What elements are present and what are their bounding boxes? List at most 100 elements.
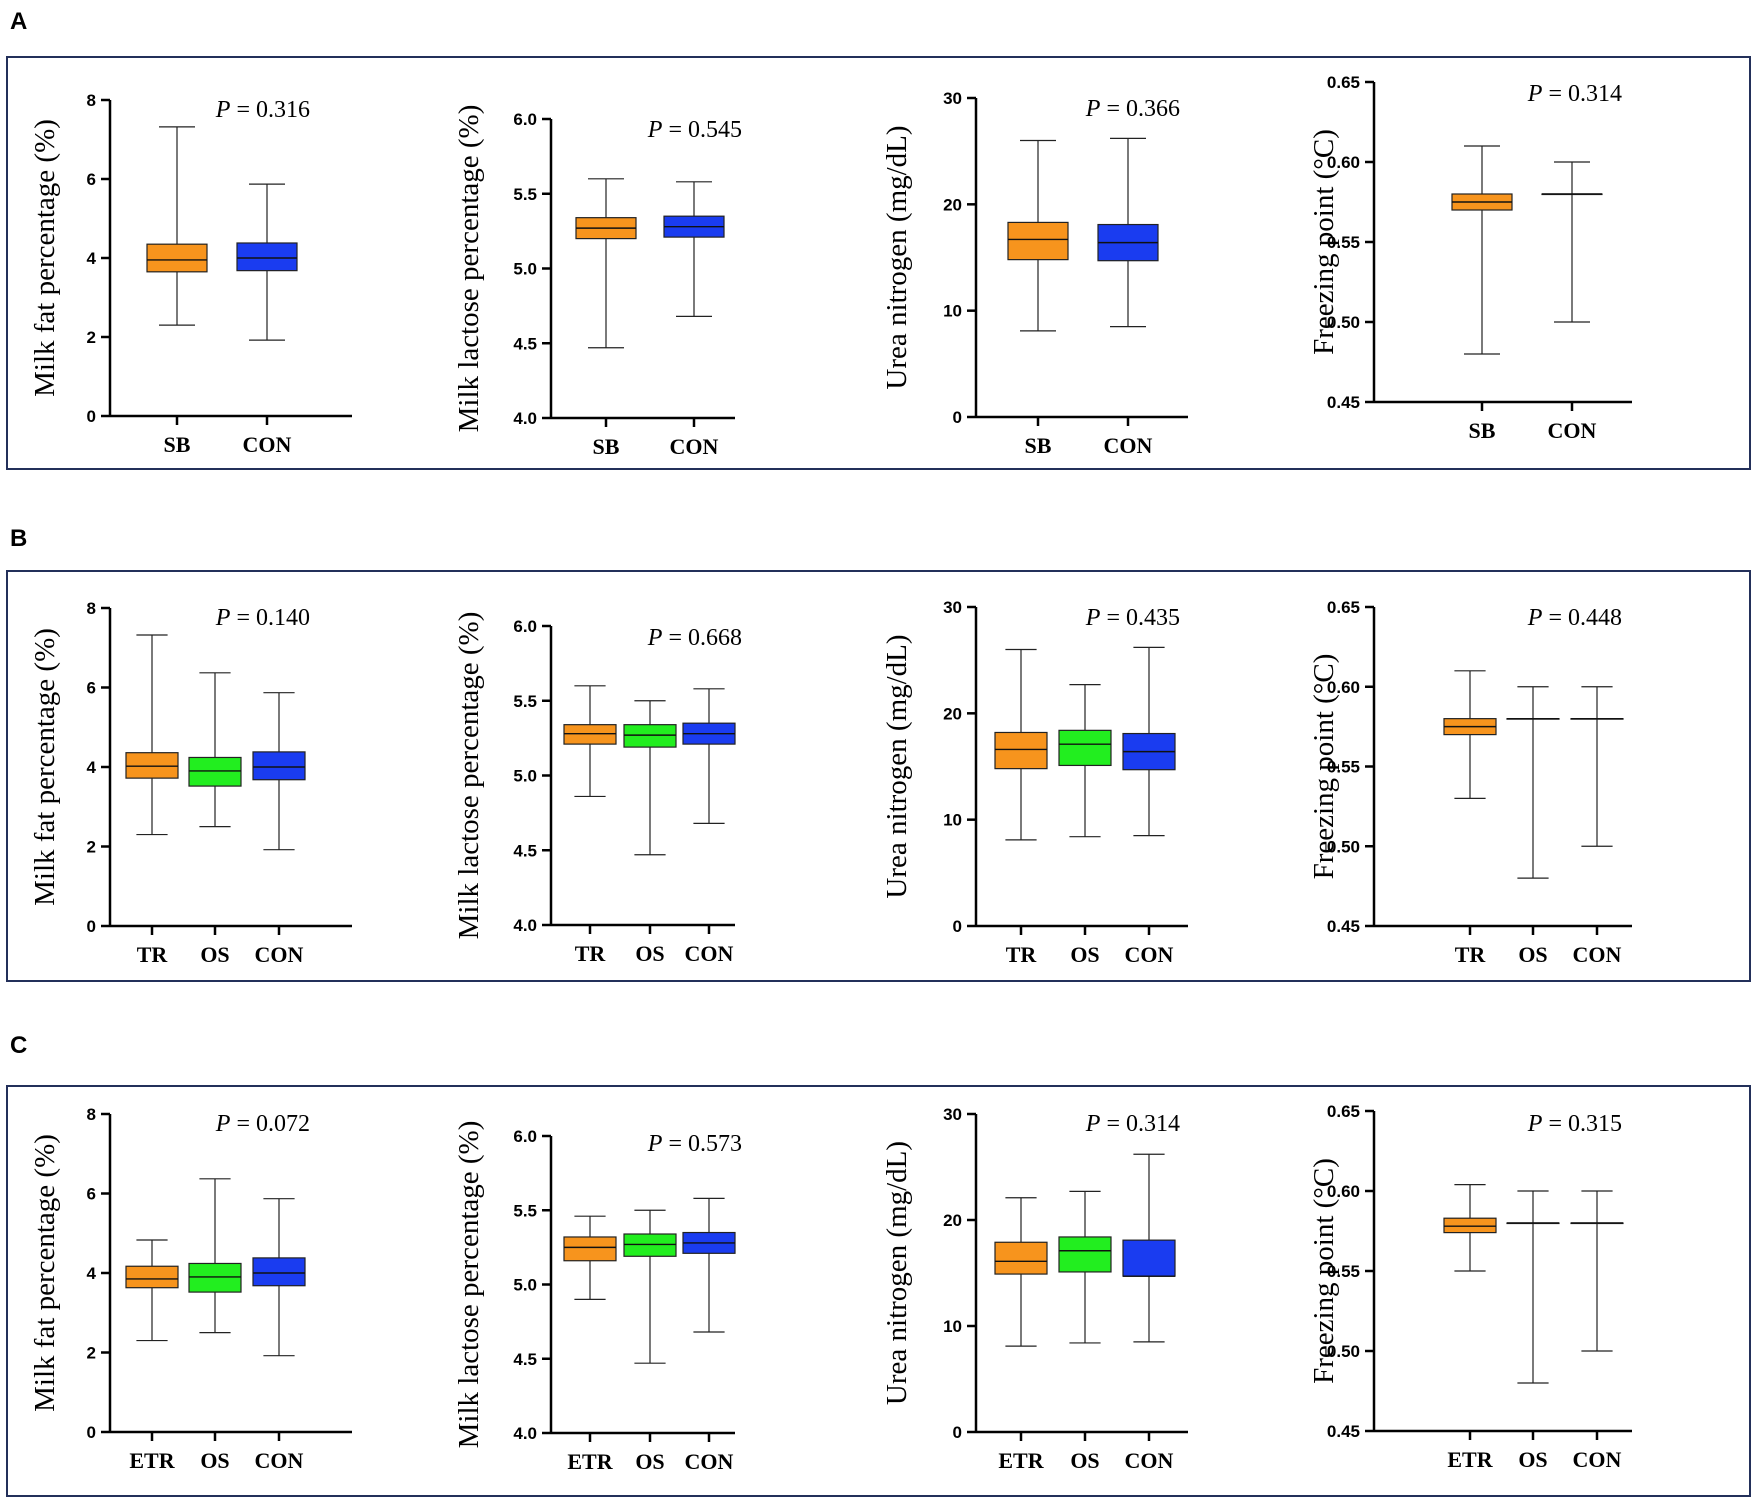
y-tick-label: 4.5 <box>513 334 537 353</box>
y-tick-label: 0.45 <box>1327 1422 1360 1441</box>
p-value-label: P = 0.140 <box>215 605 310 631</box>
x-category-label: CON <box>255 1448 304 1473</box>
x-category-label: OS <box>1518 942 1547 967</box>
box-con: CON <box>1541 161 1603 443</box>
p-value-label: P = 0.314 <box>1085 1111 1180 1137</box>
chart-b-3: 0 10 20 30 Urea nitrogen (mg/dL) P = 0.435 TR O… <box>881 598 1188 967</box>
x-category-label: CON <box>685 1449 734 1474</box>
y-tick-label: 4.0 <box>513 916 537 935</box>
x-category-label: CON <box>1573 942 1622 967</box>
iqr-box <box>1058 729 1112 767</box>
y-tick-label: 5.0 <box>513 260 537 279</box>
panel-letter-b: B <box>10 525 28 552</box>
iqr-box <box>563 1236 617 1262</box>
box-os: OS <box>623 700 677 966</box>
y-tick-label: 0.60 <box>1327 678 1360 697</box>
y-axis-label: Freezing point (°C) <box>1308 129 1340 355</box>
box-con: CON <box>252 692 306 967</box>
p-value-label: P = 0.366 <box>1085 96 1180 122</box>
chart-c-4: 0.45 0.50 0.55 0.60 0.65 Freezing point (°C) P… <box>1308 1102 1632 1472</box>
x-category-label: CON <box>1573 1447 1622 1472</box>
x-category-label: CON <box>1125 1448 1174 1473</box>
chart-a-1: 0 2 4 6 8 Milk fat percentage (%) P = 0.316 SB C… <box>29 91 352 457</box>
y-tick-label: 5.0 <box>513 767 537 786</box>
chart-b-2: 4.0 4.5 5.0 5.5 6.0 Milk lactose percentage (… <box>453 612 742 966</box>
y-axis-label: Milk fat percentage (%) <box>29 628 61 906</box>
y-axis-label: Urea nitrogen (mg/dL) <box>881 634 913 898</box>
y-tick-label: 5.5 <box>513 1201 537 1220</box>
y-tick-label: 4.0 <box>513 1424 537 1443</box>
y-tick-label: 0.50 <box>1327 837 1360 856</box>
y-tick-label: 2 <box>87 838 96 857</box>
x-category-label: SB <box>164 432 191 457</box>
x-category-label: SB <box>593 434 620 459</box>
p-value-label: P = 0.314 <box>1527 81 1622 107</box>
y-tick-label: 8 <box>87 599 96 618</box>
iqr-box <box>1443 1217 1497 1234</box>
box-con: CON <box>682 688 736 966</box>
y-tick-label: 0.55 <box>1327 1262 1360 1281</box>
iqr-box <box>125 1265 179 1289</box>
box-sb: SB <box>1451 145 1513 443</box>
chart-b-1: 0 2 4 6 8 Milk fat percentage (%) P = 0.140 TR O… <box>29 599 352 967</box>
y-axis-label: Freezing point (°C) <box>1308 654 1340 880</box>
x-category-label: OS <box>1070 1448 1099 1473</box>
y-axis-label: Milk lactose percentage (%) <box>453 105 485 433</box>
y-tick-label: 0.55 <box>1327 233 1360 252</box>
iqr-box <box>252 1257 306 1287</box>
box-os: OS <box>1506 1190 1560 1472</box>
panel-b-frame <box>6 570 1751 982</box>
box-os: OS <box>188 1178 242 1473</box>
y-tick-label: 4 <box>87 249 97 268</box>
x-category-label: CON <box>1125 942 1174 967</box>
p-value-label: P = 0.668 <box>647 625 742 651</box>
y-tick-label: 4.0 <box>513 409 537 428</box>
x-category-label: ETR <box>567 1449 613 1474</box>
iqr-box <box>252 751 306 781</box>
chart-c-3: 0 10 20 30 Urea nitrogen (mg/dL) P = 0.314 ETR… <box>881 1105 1188 1473</box>
iqr-box <box>125 752 179 779</box>
y-tick-label: 6 <box>87 1185 96 1204</box>
y-tick-label: 0 <box>87 917 96 936</box>
iqr-box <box>188 1262 242 1293</box>
chart-b-4: 0.45 0.50 0.55 0.60 0.65 Freezing point (°C) P… <box>1308 598 1632 967</box>
box-etr: ETR <box>125 1239 179 1473</box>
x-category-label: OS <box>1518 1447 1547 1472</box>
y-tick-label: 0 <box>953 1423 962 1442</box>
x-category-label: CON <box>670 434 719 459</box>
p-value-label: P = 0.545 <box>647 117 742 143</box>
y-tick-label: 20 <box>943 195 962 214</box>
x-category-label: SB <box>1025 433 1052 458</box>
y-tick-label: 30 <box>943 89 962 108</box>
box-tr: TR <box>994 648 1048 967</box>
x-category-label: CON <box>685 941 734 966</box>
box-os: OS <box>1058 684 1112 967</box>
y-tick-label: 10 <box>943 1317 962 1336</box>
box-con: CON <box>1122 646 1176 967</box>
box-sb: SB <box>146 126 208 457</box>
x-category-label: OS <box>200 942 229 967</box>
y-tick-label: 0.45 <box>1327 393 1360 412</box>
y-tick-label: 5.5 <box>513 692 537 711</box>
p-value-label: P = 0.573 <box>647 1131 742 1157</box>
x-category-label: TR <box>575 941 607 966</box>
y-tick-label: 4 <box>87 758 97 777</box>
box-sb: SB <box>1007 139 1069 458</box>
x-category-label: TR <box>1455 942 1487 967</box>
box-con: CON <box>1122 1153 1176 1473</box>
y-tick-label: 0.55 <box>1327 758 1360 777</box>
y-tick-label: 0.65 <box>1327 1102 1360 1121</box>
box-con: CON <box>663 181 725 459</box>
p-value-label: P = 0.315 <box>1527 1111 1622 1137</box>
x-category-label: TR <box>137 942 169 967</box>
y-axis-label: Milk fat percentage (%) <box>29 119 61 397</box>
box-con: CON <box>1570 1190 1624 1472</box>
x-category-label: ETR <box>1447 1447 1493 1472</box>
y-tick-label: 6 <box>87 679 96 698</box>
y-tick-label: 20 <box>943 1211 962 1230</box>
y-axis-label: Urea nitrogen (mg/dL) <box>881 1141 913 1405</box>
y-tick-label: 30 <box>943 1105 962 1124</box>
y-tick-label: 0.50 <box>1327 313 1360 332</box>
box-os: OS <box>623 1209 677 1474</box>
